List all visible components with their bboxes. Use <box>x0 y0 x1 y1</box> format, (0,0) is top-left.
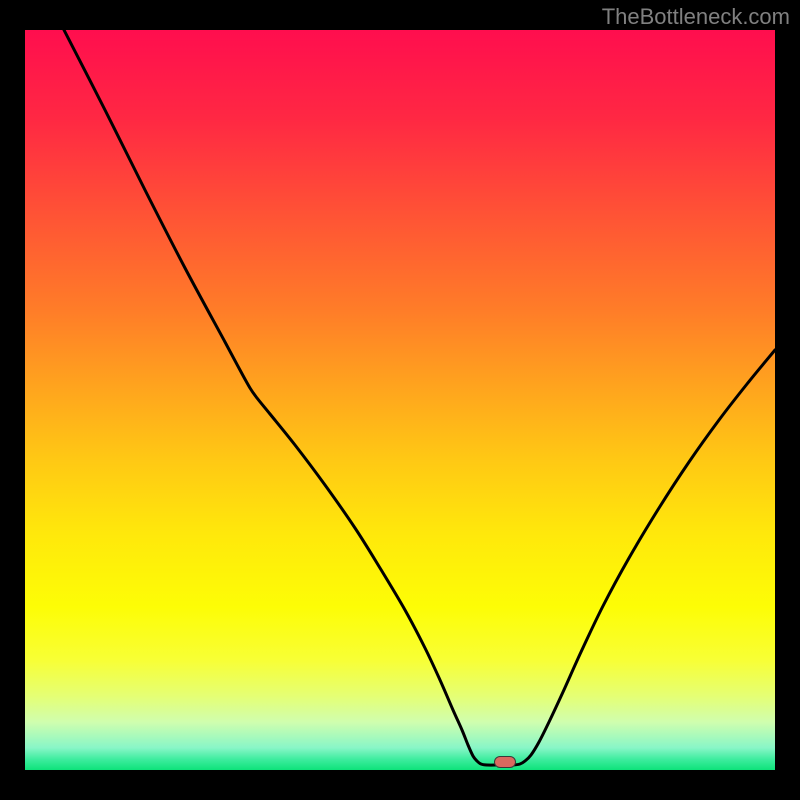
watermark-text: TheBottleneck.com <box>602 4 790 30</box>
chart-stage: TheBottleneck.com <box>0 0 800 800</box>
plot-border <box>23 28 777 772</box>
